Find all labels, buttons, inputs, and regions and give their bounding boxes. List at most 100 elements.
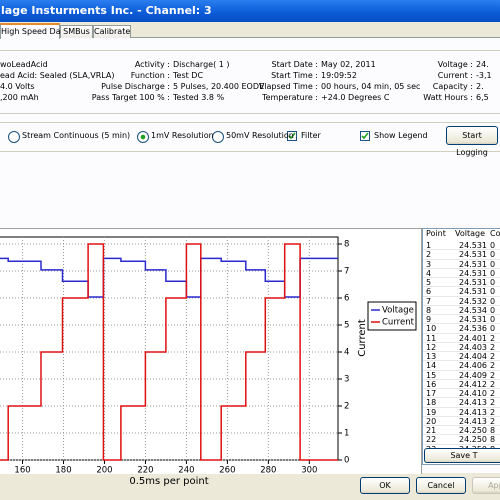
radio[interactable] bbox=[212, 131, 224, 143]
table-cell: 24.412 bbox=[459, 379, 487, 389]
table-cell: 4 bbox=[426, 268, 432, 278]
table-cell: 0 bbox=[490, 296, 496, 306]
tab[interactable]: Calibrate bbox=[93, 25, 131, 38]
option-label: 1mV Resolution bbox=[151, 131, 214, 140]
y2-axis-label: Current bbox=[357, 319, 368, 357]
table-cell: 21 bbox=[426, 426, 437, 435]
table-row-line bbox=[423, 351, 500, 352]
option-label: Show Legend bbox=[374, 131, 428, 140]
table-cell: 10 bbox=[426, 324, 437, 334]
table-cell: 24.401 bbox=[459, 333, 487, 343]
battery-info: woLeadAcid bbox=[0, 60, 48, 69]
table-cell: 2 bbox=[490, 342, 496, 352]
table-row-line bbox=[423, 332, 500, 334]
table-cell: 2 bbox=[490, 352, 496, 361]
reading-value: 24. bbox=[476, 60, 489, 69]
x-tick-label: 300 bbox=[301, 466, 317, 476]
table-cell: 0 bbox=[490, 287, 496, 297]
table-row-line bbox=[423, 388, 500, 389]
test-label: Function : bbox=[130, 71, 170, 80]
checkbox-checked[interactable] bbox=[360, 131, 370, 141]
table-row-line bbox=[423, 249, 500, 251]
option-label: 50mV Resolution bbox=[226, 131, 294, 140]
reading-value: 6,5 bbox=[476, 93, 489, 102]
table-cell: 1 bbox=[426, 241, 432, 250]
plot-area bbox=[0, 236, 339, 461]
table-cell: 24.250 bbox=[459, 426, 487, 435]
table-cell: 24.410 bbox=[459, 389, 487, 398]
time-value: 19:09:52 bbox=[321, 71, 357, 80]
table-cell: 2 bbox=[490, 416, 496, 426]
table-header: Voltage bbox=[455, 229, 486, 238]
table-row-line bbox=[423, 258, 500, 260]
table-cell: 9 bbox=[426, 315, 432, 324]
test-value: Tested 3.8 % bbox=[173, 93, 225, 102]
table-row-line bbox=[423, 314, 500, 315]
ok-button[interactable]: OK bbox=[360, 477, 410, 494]
legend-label: Voltage bbox=[382, 306, 414, 316]
x-axis-label: 0.5ms per point bbox=[129, 476, 208, 487]
start-logging-button[interactable]: Start Logging bbox=[446, 126, 498, 157]
y2-tick-label: 5 bbox=[344, 321, 349, 331]
test-label: Pass Target 100 % : bbox=[91, 93, 170, 102]
cancel-button[interactable]: Cancel bbox=[416, 477, 466, 494]
save-button[interactable]: Save T bbox=[424, 448, 500, 463]
table-cell: 15 bbox=[426, 370, 437, 380]
x-tick-label: 160 bbox=[14, 466, 30, 476]
legend-label: Current bbox=[382, 318, 415, 328]
option-label: Stream Continuous (5 min) bbox=[22, 131, 131, 140]
table-header: Co bbox=[490, 229, 500, 238]
table-row-line bbox=[423, 406, 500, 408]
table-cell: 24.531 bbox=[459, 315, 487, 324]
table-cell: 2 bbox=[490, 370, 496, 380]
table-cell: 0 bbox=[490, 259, 496, 269]
check-mark bbox=[288, 132, 296, 140]
series-line bbox=[0, 257, 338, 298]
radio-checked[interactable] bbox=[137, 131, 149, 143]
table-cell: 24.531 bbox=[459, 259, 487, 269]
table-row-line bbox=[423, 397, 500, 399]
table-cell: 8 bbox=[426, 305, 432, 315]
table-cell: 24.404 bbox=[459, 352, 487, 361]
table-row-line bbox=[423, 415, 500, 417]
x-tick-label: 220 bbox=[137, 466, 153, 476]
series-line bbox=[0, 243, 338, 461]
table-cell: 18 bbox=[426, 398, 437, 408]
reading-label: Current : bbox=[437, 71, 473, 80]
table-row-line bbox=[423, 434, 500, 436]
options-panel bbox=[0, 122, 500, 152]
table-cell: 0 bbox=[490, 241, 496, 250]
battery-info: ead Acid: Sealed (SLA,VRLA) bbox=[0, 71, 115, 80]
y2-tick-label: 4 bbox=[344, 348, 349, 358]
table-cell: 24.531 bbox=[459, 241, 487, 250]
tab[interactable]: High Speed Data bbox=[0, 23, 69, 39]
table-cell: 19 bbox=[426, 407, 437, 417]
test-label: Activity : bbox=[134, 60, 170, 69]
table-row-line bbox=[423, 286, 500, 288]
checkbox-checked[interactable] bbox=[287, 131, 297, 141]
table-cell: 16 bbox=[426, 379, 437, 389]
radio[interactable] bbox=[8, 131, 20, 143]
table-cell: 2 bbox=[426, 250, 432, 260]
table-cell: 22 bbox=[426, 435, 437, 445]
table-cell: 8 bbox=[490, 426, 496, 435]
test-value: 5 Pulses, 20.400 EODV bbox=[173, 82, 265, 91]
info-panel bbox=[0, 50, 500, 114]
reading-label: Capacity : bbox=[432, 82, 473, 91]
table-cell: 12 bbox=[426, 342, 437, 352]
time-value: May 02, 2011 bbox=[321, 60, 376, 69]
table-cell: 24.531 bbox=[459, 250, 487, 260]
apply-button[interactable]: Appl bbox=[472, 477, 500, 494]
table-cell: 6 bbox=[426, 287, 432, 297]
table-cell: 24.409 bbox=[459, 370, 487, 380]
battery-info: 4.0 Volts bbox=[0, 82, 35, 91]
tab[interactable]: SMBus bbox=[60, 25, 93, 38]
table-cell: 0 bbox=[490, 250, 496, 260]
table-cell: 24.413 bbox=[459, 407, 487, 417]
table-cell: 24.413 bbox=[459, 398, 487, 408]
table-row-line bbox=[423, 267, 500, 269]
table-cell: 24.531 bbox=[459, 268, 487, 278]
reading-label: Watt Hours : bbox=[423, 93, 473, 102]
table-cell: 5 bbox=[426, 278, 432, 287]
table-cell: 2 bbox=[490, 389, 496, 398]
